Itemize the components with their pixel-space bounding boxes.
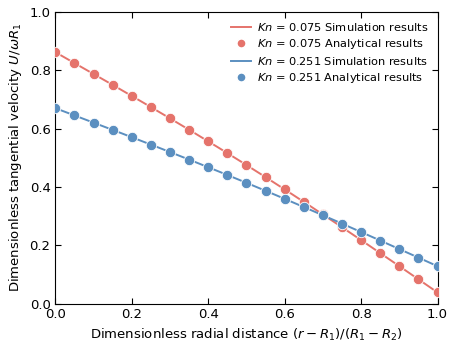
Point [415, 276, 422, 282]
Point [300, 199, 308, 205]
Point [147, 142, 155, 147]
Point [147, 104, 155, 110]
Point [262, 174, 269, 180]
Point [224, 172, 231, 178]
Point [167, 116, 174, 121]
Point [319, 212, 327, 218]
Point [205, 139, 212, 144]
Point [90, 120, 97, 125]
Point [434, 290, 441, 295]
Point [281, 187, 288, 192]
Point [128, 93, 136, 99]
Point [243, 162, 250, 168]
Point [377, 250, 384, 256]
Point [319, 212, 327, 217]
X-axis label: Dimensionless radial distance $(r-R_1)/(R_1-R_2)$: Dimensionless radial distance $(r-R_1)/(… [90, 327, 403, 343]
Point [186, 127, 193, 133]
Point [71, 113, 78, 118]
Point [205, 164, 212, 170]
Point [90, 71, 97, 77]
Legend: $\it{Kn}$ = 0.075 Simulation results, $\it{Kn}$ = 0.075 Analytical results, $\it: $\it{Kn}$ = 0.075 Simulation results, $\… [227, 18, 432, 89]
Point [396, 264, 403, 269]
Point [243, 180, 250, 186]
Point [300, 204, 308, 210]
Point [71, 60, 78, 66]
Point [186, 157, 193, 162]
Point [377, 238, 384, 243]
Point [281, 196, 288, 202]
Point [415, 255, 422, 260]
Point [358, 229, 365, 235]
Point [109, 127, 116, 133]
Point [52, 49, 59, 55]
Point [434, 264, 441, 269]
Point [224, 150, 231, 156]
Point [128, 134, 136, 140]
Point [339, 221, 346, 226]
Point [262, 188, 269, 194]
Point [339, 224, 346, 230]
Point [358, 237, 365, 243]
Y-axis label: Dimensionless tangential velocity $U/\omega R_1$: Dimensionless tangential velocity $U/\om… [7, 23, 24, 292]
Point [109, 82, 116, 88]
Point [52, 105, 59, 111]
Point [396, 246, 403, 252]
Point [167, 149, 174, 155]
